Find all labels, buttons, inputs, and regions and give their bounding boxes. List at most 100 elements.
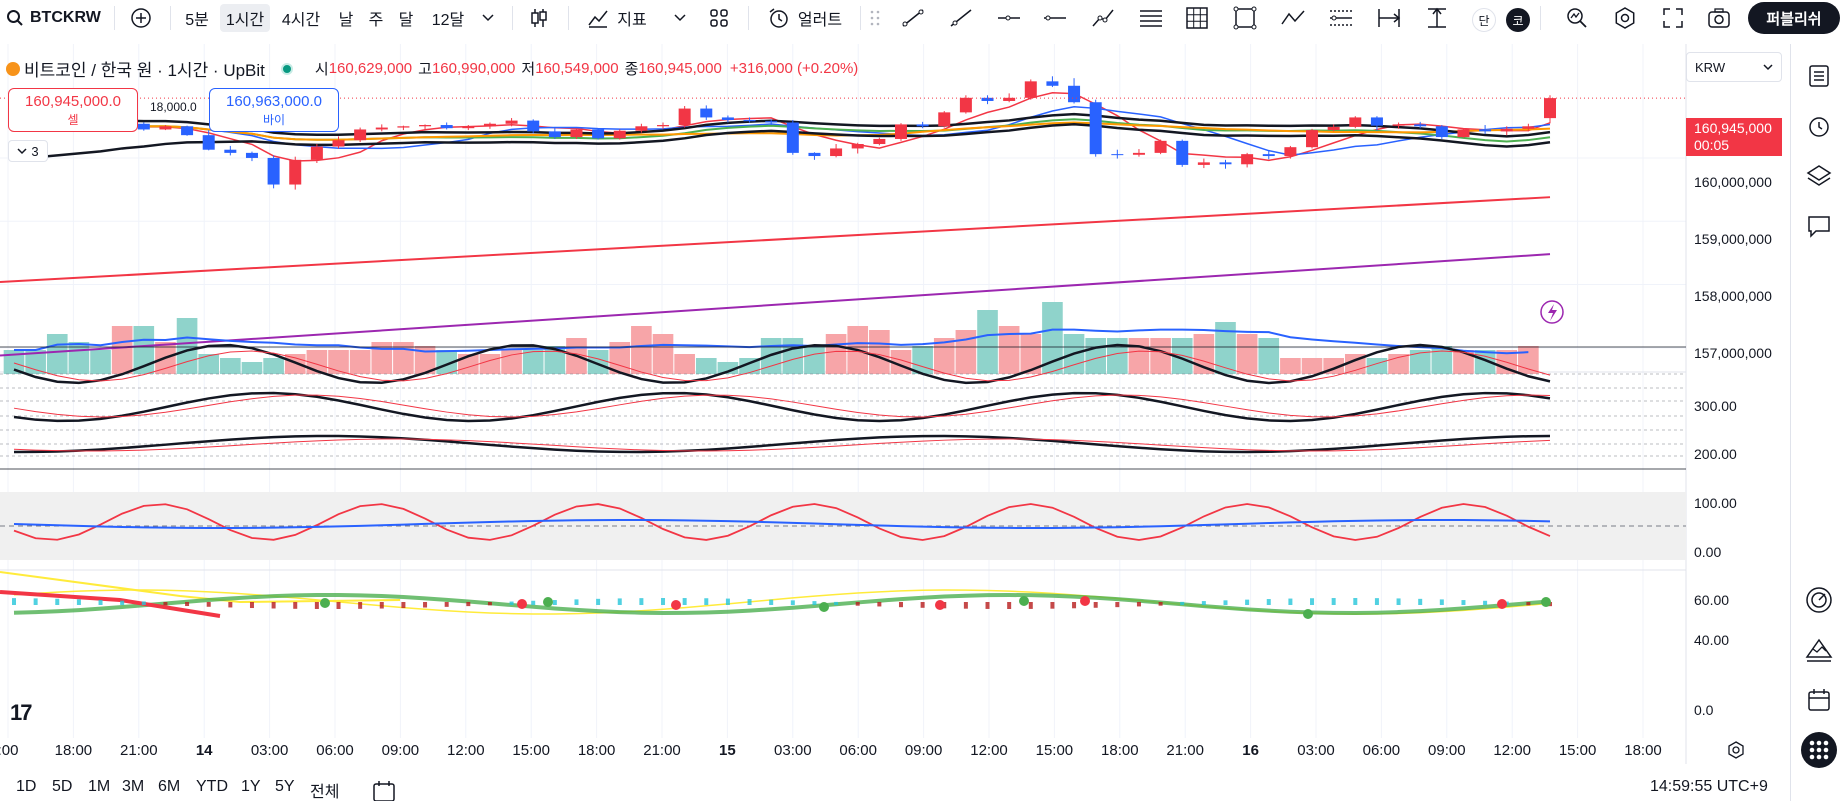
compare-add-button[interactable] bbox=[126, 0, 156, 36]
alerts-panel-button[interactable] bbox=[1791, 104, 1845, 148]
fullscreen-button[interactable] bbox=[1656, 0, 1690, 36]
language-button[interactable]: 코 bbox=[1506, 8, 1530, 32]
target-icon bbox=[1805, 587, 1832, 613]
candle-body bbox=[1241, 154, 1254, 165]
ideas-button[interactable] bbox=[1791, 578, 1845, 622]
macd-histogram-bar bbox=[1483, 600, 1488, 605]
polyline-tool[interactable] bbox=[1086, 0, 1120, 36]
buy-label: 바이 bbox=[262, 113, 286, 127]
symbol-search-button[interactable]: BTCKRW bbox=[6, 0, 106, 36]
interval-4h[interactable]: 4시간 bbox=[281, 12, 321, 29]
price-range-tool[interactable] bbox=[1420, 0, 1454, 36]
interval-12month[interactable]: 12달 bbox=[431, 12, 465, 29]
candle-body bbox=[1392, 124, 1405, 126]
chart-type-button[interactable] bbox=[524, 0, 554, 36]
candle-body bbox=[613, 130, 626, 139]
macd-histogram-bar bbox=[877, 602, 882, 607]
alert-button[interactable]: 얼러트 bbox=[762, 0, 848, 36]
settings-button[interactable] bbox=[1608, 0, 1642, 36]
macd-histogram-bar bbox=[336, 602, 341, 609]
signal-dot bbox=[1080, 596, 1090, 606]
candle-body bbox=[505, 120, 518, 124]
ray-tool[interactable] bbox=[944, 0, 978, 36]
candle-body bbox=[721, 117, 734, 120]
rectangle-tool[interactable] bbox=[1228, 0, 1262, 36]
macd-histogram-bar bbox=[487, 602, 492, 606]
candle-body bbox=[1457, 129, 1470, 138]
interval-day[interactable]: 날 bbox=[338, 12, 354, 29]
symbol-title[interactable]: 비트코인 / 한국 원 · 1시간 · UpBit bbox=[24, 61, 265, 80]
interval-week[interactable]: 주 bbox=[368, 12, 384, 29]
interval-5m[interactable]: 5분 bbox=[185, 12, 209, 29]
range-ytd[interactable]: YTD bbox=[196, 778, 228, 795]
date-range-button[interactable] bbox=[372, 780, 396, 801]
horizontal-ray-tool[interactable] bbox=[992, 0, 1026, 36]
macd-histogram-bar bbox=[812, 601, 817, 605]
time-tick: 09:00 bbox=[381, 742, 420, 759]
time-tick: 15:00 bbox=[1035, 742, 1074, 759]
interval-dropdown[interactable] bbox=[476, 0, 500, 36]
volume-bar bbox=[1474, 350, 1496, 374]
indicators-collapse-button[interactable]: 3 bbox=[8, 140, 48, 162]
screenshot-button[interactable] bbox=[1702, 0, 1736, 36]
date-range-tool[interactable] bbox=[1372, 0, 1406, 36]
watchlist-button[interactable] bbox=[1791, 54, 1845, 98]
fib-channel-tool[interactable] bbox=[1324, 0, 1358, 36]
replay-button[interactable] bbox=[1560, 0, 1594, 36]
indicators-dropdown[interactable] bbox=[668, 0, 692, 36]
mode-short-button[interactable]: 단 bbox=[1472, 8, 1496, 32]
candle-body bbox=[1522, 126, 1535, 129]
indicators-button[interactable]: 지표 bbox=[584, 0, 650, 36]
apps-button[interactable] bbox=[1791, 728, 1845, 772]
range-3m[interactable]: 3M bbox=[122, 778, 145, 795]
pine-editor-button[interactable] bbox=[1791, 628, 1845, 672]
range-5d[interactable]: 5D bbox=[52, 778, 73, 795]
buy-button[interactable]: 160,963,000.0 바이 bbox=[209, 88, 339, 132]
candle-body bbox=[873, 138, 886, 145]
axis-settings-button[interactable] bbox=[1726, 740, 1746, 765]
volume-bar bbox=[479, 354, 501, 374]
publish-button[interactable]: 퍼블리쉬 bbox=[1748, 2, 1840, 34]
calendar-icon bbox=[373, 781, 395, 801]
price-chart[interactable] bbox=[0, 44, 1790, 764]
candle-body bbox=[375, 127, 388, 130]
data-window-button[interactable] bbox=[1791, 154, 1845, 198]
calendar-button[interactable] bbox=[1791, 678, 1845, 722]
volume-bar bbox=[1258, 338, 1280, 374]
horizontal-line-tool[interactable] bbox=[1038, 0, 1072, 36]
interval-month[interactable]: 달 bbox=[398, 12, 414, 29]
candle-body bbox=[1435, 126, 1448, 138]
drag-handle[interactable] bbox=[862, 0, 888, 36]
range-1m[interactable]: 1M bbox=[88, 778, 111, 795]
macd-histogram-bar bbox=[120, 600, 125, 605]
range-1y[interactable]: 1Y bbox=[241, 778, 261, 795]
range-1d[interactable]: 1D bbox=[16, 778, 37, 795]
macd-histogram-bar bbox=[55, 598, 60, 605]
macd-histogram-bar bbox=[1288, 598, 1293, 605]
candle-body bbox=[159, 126, 172, 130]
templates-button[interactable] bbox=[704, 0, 734, 36]
interval-1h[interactable]: 1시간 bbox=[220, 4, 270, 32]
gann-grid-tool[interactable] bbox=[1180, 0, 1214, 36]
chat-button[interactable] bbox=[1791, 204, 1845, 248]
range-all[interactable]: 전체 bbox=[310, 784, 340, 801]
fib-retracement-tool[interactable] bbox=[1134, 0, 1168, 36]
sell-button[interactable]: 160,945,000.0 셀 bbox=[8, 88, 138, 132]
macd-histogram-bar bbox=[985, 602, 990, 609]
path-tool[interactable] bbox=[1276, 0, 1310, 36]
trend-line-tool[interactable] bbox=[896, 0, 930, 36]
symbol-name: BTCKRW bbox=[30, 9, 101, 26]
candle-body bbox=[332, 140, 345, 147]
time-tick: 15 bbox=[719, 742, 736, 759]
volume-bar bbox=[133, 326, 155, 374]
tradingview-logo[interactable]: 17 bbox=[10, 700, 33, 725]
range-5y[interactable]: 5Y bbox=[275, 778, 295, 795]
layers-icon bbox=[1806, 165, 1831, 186]
clock[interactable]: 14:59:55 UTC+9 bbox=[1650, 778, 1768, 795]
currency-select[interactable]: KRW bbox=[1686, 52, 1782, 82]
time-tick: 12:00 bbox=[447, 742, 485, 759]
range-6m[interactable]: 6M bbox=[158, 778, 181, 795]
time-axis[interactable]: :00 18:00 21:00 14 03:00 06:00 09:00 12:00 15:00… bbox=[0, 742, 1690, 764]
macd-histogram-bar bbox=[552, 600, 557, 605]
